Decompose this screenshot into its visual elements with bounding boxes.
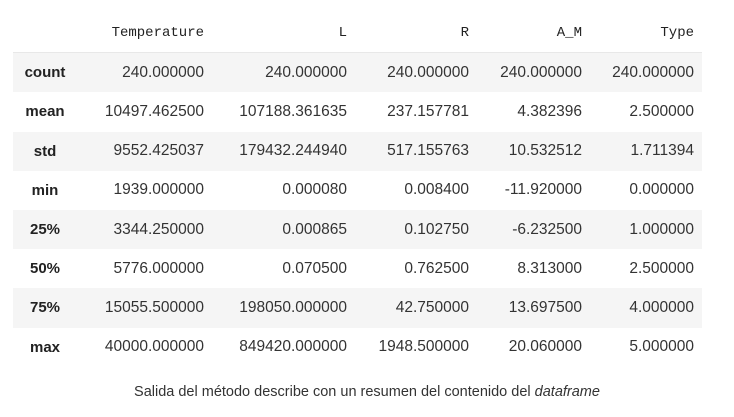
row-label: std xyxy=(33,142,57,160)
table-cell: 240.000000 xyxy=(612,63,694,81)
table-cell: 1948.500000 xyxy=(378,338,469,356)
table-cell: 0.000080 xyxy=(282,181,347,199)
index-header xyxy=(13,13,77,54)
table-row: 75% 15055.500000 198050.000000 42.750000… xyxy=(13,288,702,328)
table-row: count 240.000000 240.000000 240.000000 2… xyxy=(13,52,702,93)
table-cell: 240.000000 xyxy=(122,63,204,81)
table-cell: 107188.361635 xyxy=(239,102,347,120)
table-cell: 517.155763 xyxy=(387,142,469,160)
table-cell: 0.000865 xyxy=(282,220,347,238)
table-cell: 240.000000 xyxy=(265,63,347,81)
table-cell: 0.102750 xyxy=(404,220,469,238)
table-cell: 1939.000000 xyxy=(113,181,204,199)
header-row: Temperature L R A_M Type xyxy=(13,13,702,54)
row-label: 25% xyxy=(29,221,61,239)
table-cell: 42.750000 xyxy=(395,298,469,316)
table-row: min 1939.000000 0.000080 0.008400 -11.92… xyxy=(13,170,702,210)
table-cell: -11.920000 xyxy=(504,181,582,199)
table-cell: 5.000000 xyxy=(629,338,694,356)
table-cell: 0.070500 xyxy=(282,259,347,277)
describe-output-table: Temperature L R A_M Type count 240.00000… xyxy=(13,13,702,367)
caption-text: Salida del método describe con un resume… xyxy=(134,384,535,400)
table-cell: 4.000000 xyxy=(629,298,694,316)
column-header: A_M xyxy=(477,13,590,54)
table-cell: 198050.000000 xyxy=(239,298,347,316)
table-cell: 40000.000000 xyxy=(104,338,204,356)
table-cell: 10497.462500 xyxy=(104,102,204,120)
caption-emphasis: dataframe xyxy=(534,384,600,400)
table-cell: 0.000000 xyxy=(629,181,694,199)
row-label: min xyxy=(31,181,59,199)
column-header: Temperature xyxy=(77,13,212,54)
table-cell: 15055.500000 xyxy=(104,298,204,316)
table-row: 50% 5776.000000 0.070500 0.762500 8.3130… xyxy=(13,249,702,289)
table-cell: 237.157781 xyxy=(387,102,469,120)
row-label: 50% xyxy=(29,260,61,278)
table-cell: 240.000000 xyxy=(500,63,582,81)
table-row: mean 10497.462500 107188.361635 237.1577… xyxy=(13,92,702,132)
table-cell: 240.000000 xyxy=(387,63,469,81)
table-cell: 13.697500 xyxy=(508,298,582,316)
table-cell: 10.532512 xyxy=(508,142,582,160)
row-label: max xyxy=(29,338,61,356)
table-cell: 179432.244940 xyxy=(239,142,347,160)
table-cell: 3344.250000 xyxy=(113,220,204,238)
table-row: 25% 3344.250000 0.000865 0.102750 -6.232… xyxy=(13,209,702,250)
table-cell: 1.711394 xyxy=(630,142,695,160)
table-cell: 4.382396 xyxy=(517,102,582,120)
table-row: max 40000.000000 849420.000000 1948.5000… xyxy=(13,327,702,367)
row-label: count xyxy=(24,64,66,82)
table-cell: 20.060000 xyxy=(508,338,582,356)
table-cell: 8.313000 xyxy=(517,259,582,277)
row-label: mean xyxy=(25,103,65,121)
row-label: 75% xyxy=(29,299,61,317)
table-cell: -6.232500 xyxy=(512,220,582,238)
column-header: Type xyxy=(590,13,702,54)
table-cell: 2.500000 xyxy=(629,102,694,120)
table-cell: 849420.000000 xyxy=(239,338,347,356)
table-cell: 9552.425037 xyxy=(113,142,204,160)
column-header: L xyxy=(212,13,355,54)
figure-caption: Salida del método describe con un resume… xyxy=(0,384,734,400)
table-cell: 0.762500 xyxy=(404,259,469,277)
column-header: R xyxy=(355,13,477,54)
table-cell: 0.008400 xyxy=(404,181,469,199)
table-cell: 5776.000000 xyxy=(113,259,204,277)
table-cell: 1.000000 xyxy=(629,220,694,238)
table-cell: 2.500000 xyxy=(629,259,694,277)
table-row: std 9552.425037 179432.244940 517.155763… xyxy=(13,131,702,171)
